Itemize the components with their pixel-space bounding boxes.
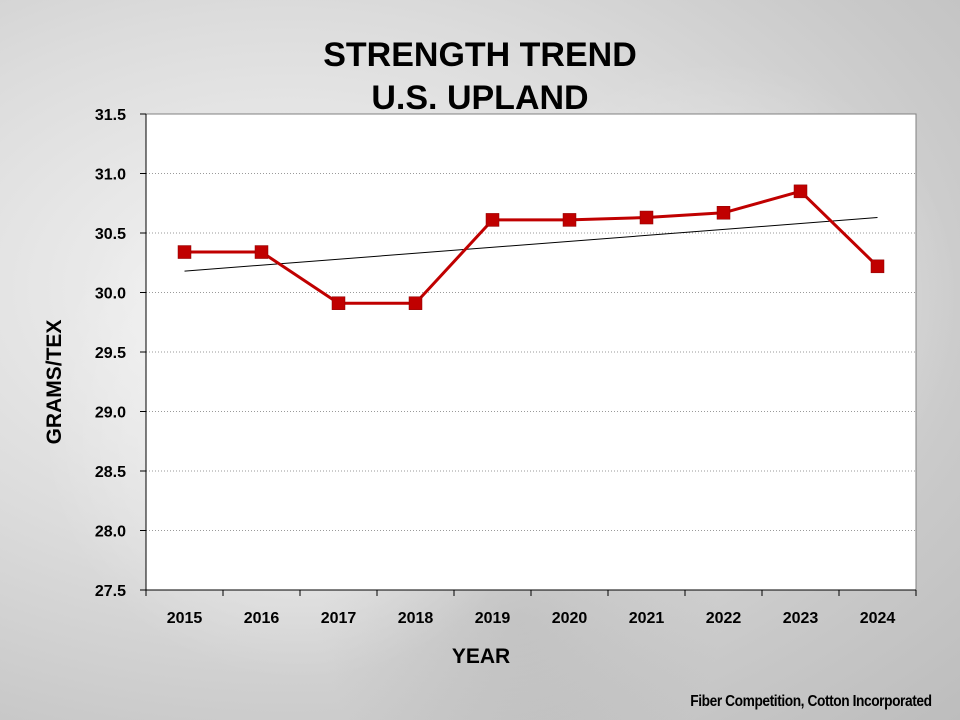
x-tick-label: 2017 <box>321 610 357 627</box>
series-group <box>177 184 885 310</box>
y-tick-label: 31.5 <box>95 107 126 124</box>
x-tick-label: 2023 <box>783 610 819 627</box>
x-tick-label: 2019 <box>475 610 511 627</box>
x-tick-label: 2020 <box>552 610 588 627</box>
data-point-marker <box>254 245 269 259</box>
gridlines <box>146 173 916 531</box>
trendline-group <box>184 217 878 272</box>
y-tick-label: 30.5 <box>95 226 126 243</box>
y-tick-label: 29.0 <box>95 405 126 422</box>
tick-labels: 27.5 28.0 28.5 29.0 29.5 30.0 30.5 31.0 31.5 2015… <box>95 107 896 627</box>
data-point-marker <box>177 245 192 259</box>
series-line <box>184 189 879 305</box>
data-point-marker <box>408 296 423 310</box>
x-axis-title: YEAR <box>452 645 510 668</box>
chart-subtitle: U.S. UPLAND <box>371 79 589 117</box>
data-point-marker <box>485 213 500 227</box>
x-tick-label: 2016 <box>244 610 280 627</box>
trendline <box>184 217 878 272</box>
y-axis <box>140 113 147 591</box>
y-tick-label: 31.0 <box>95 167 126 184</box>
x-tick-label: 2022 <box>706 610 742 627</box>
x-axis <box>145 589 917 596</box>
x-tick-label: 2015 <box>167 610 203 627</box>
y-tick-label: 28.0 <box>95 524 126 541</box>
source-note: Fiber Competition, Cotton Incorporated <box>690 693 933 710</box>
x-tick-label: 2024 <box>860 610 896 627</box>
x-tick-label: 2018 <box>398 610 434 627</box>
data-point-marker <box>870 259 885 274</box>
chart-title: STRENGTH TREND <box>323 36 637 74</box>
data-point-marker <box>331 296 346 310</box>
data-point-marker <box>562 213 577 227</box>
y-tick-label: 28.5 <box>95 464 126 481</box>
x-tick-label: 2021 <box>629 610 665 627</box>
y-tick-label: 27.5 <box>95 583 126 600</box>
plot-area <box>145 113 917 591</box>
y-tick-label: 29.5 <box>95 345 126 362</box>
y-axis-title: GRAMS/TEX <box>43 320 66 445</box>
y-tick-label: 30.0 <box>95 286 126 303</box>
data-point-marker <box>639 210 654 225</box>
data-point-marker <box>793 184 808 199</box>
data-point-marker <box>716 206 731 220</box>
